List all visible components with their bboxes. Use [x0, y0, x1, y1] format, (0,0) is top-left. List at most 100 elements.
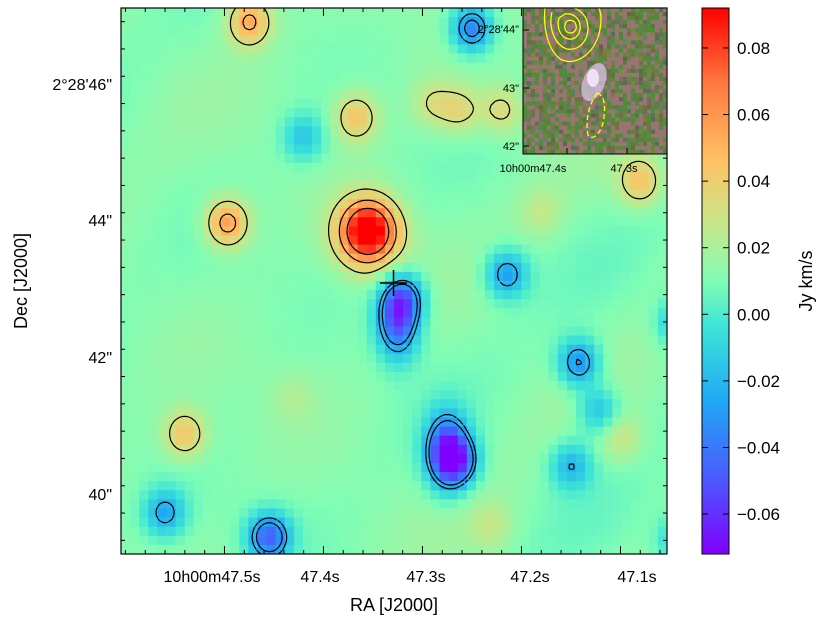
heatmap-cell: [166, 271, 177, 282]
heatmap-cell: [339, 472, 350, 482]
heatmap-cell: [384, 290, 395, 300]
inset-pixel: [651, 76, 656, 82]
inset-pixel: [619, 28, 624, 33]
heatmap-cell: [130, 71, 140, 82]
heatmap-cell: [384, 44, 395, 55]
inset-pixel: [619, 44, 624, 50]
inset-pixel: [587, 129, 592, 135]
inset-pixel: [655, 121, 660, 127]
heatmap-cell: [439, 108, 450, 118]
heatmap-cell: [639, 180, 650, 191]
heatmap-cell: [239, 517, 249, 528]
inset-pixel: [659, 125, 664, 131]
inset-pixel: [523, 40, 528, 45]
inset-pixel: [587, 40, 592, 45]
heatmap-cell: [639, 463, 650, 473]
heatmap-cell: [139, 180, 149, 191]
inset-pixel: [607, 28, 612, 33]
heatmap-cell: [184, 453, 195, 464]
inset-pixel: [563, 141, 568, 147]
heatmap-cell: [466, 281, 477, 291]
heatmap-cell: [121, 80, 131, 91]
inset-pixel: [647, 28, 652, 33]
heatmap-cell: [557, 253, 568, 264]
heatmap-cell: [139, 126, 149, 136]
inset-pixel: [543, 109, 548, 114]
heatmap-cell: [275, 317, 286, 328]
heatmap-cell: [421, 71, 431, 82]
inset-pixel: [619, 105, 624, 110]
heatmap-cell: [503, 17, 513, 27]
heatmap-cell: [457, 80, 468, 91]
heatmap-cell: [157, 62, 168, 73]
heatmap-cell: [603, 262, 613, 273]
heatmap-cell: [548, 253, 559, 264]
heatmap-cell: [239, 99, 249, 109]
heatmap-cell: [421, 262, 431, 273]
heatmap-cell: [266, 17, 277, 27]
inset-pixel: [631, 93, 636, 98]
inset-pixel: [663, 24, 667, 29]
heatmap-cell: [503, 544, 513, 554]
heatmap-cell: [494, 381, 504, 391]
heatmap-cell: [293, 99, 304, 109]
heatmap-cell: [321, 372, 331, 382]
heatmap-cell: [166, 226, 177, 237]
heatmap-cell: [321, 44, 331, 55]
heatmap-cell: [321, 108, 331, 118]
heatmap-cell: [494, 481, 504, 491]
heatmap-cell: [148, 426, 158, 437]
heatmap-cell: [275, 199, 286, 209]
inset-pixel: [643, 85, 648, 90]
inset-pixel: [599, 56, 604, 62]
inset-pixel: [647, 12, 652, 17]
heatmap-cell: [539, 335, 550, 346]
inset-pixel: [647, 81, 652, 86]
heatmap-cell: [284, 262, 295, 273]
heatmap-cell: [557, 390, 568, 400]
heatmap-cell: [357, 463, 368, 473]
heatmap-cell: [166, 244, 177, 255]
heatmap-cell: [539, 208, 550, 218]
inset-pixel: [655, 32, 660, 37]
inset-pixel: [547, 145, 552, 151]
heatmap-cell: [594, 171, 604, 182]
heatmap-cell: [330, 44, 340, 55]
heatmap-cell: [457, 62, 468, 73]
heatmap-cell: [339, 335, 350, 346]
heatmap-cell: [612, 244, 623, 255]
heatmap-cell: [312, 362, 322, 373]
heatmap-cell: [193, 353, 204, 364]
heatmap-cell: [585, 472, 595, 482]
heatmap-cell: [530, 299, 541, 309]
heatmap-cell: [639, 426, 650, 437]
heatmap-cell: [530, 426, 541, 437]
heatmap-cell: [166, 308, 177, 318]
heatmap-cell: [275, 226, 286, 237]
heatmap-cell: [475, 453, 486, 464]
inset-pixel: [563, 60, 568, 66]
heatmap-cell: [585, 344, 595, 355]
heatmap-cell: [494, 290, 504, 300]
heatmap-cell: [157, 253, 168, 264]
inset-pixel: [591, 137, 596, 143]
inset-pixel: [567, 20, 572, 25]
heatmap-cell: [157, 44, 168, 55]
heatmap-cell: [284, 517, 295, 528]
heatmap-cell: [412, 44, 422, 55]
heatmap-cell: [312, 8, 322, 18]
heatmap-cell: [312, 217, 322, 227]
inset-pixel: [567, 52, 572, 58]
heatmap-cell: [348, 171, 359, 182]
heatmap-cell: [348, 399, 359, 409]
heatmap-cell: [130, 544, 140, 554]
inset-pixel: [647, 8, 652, 13]
heatmap-cell: [539, 226, 550, 237]
heatmap-cell: [539, 199, 550, 209]
inset-pixel: [539, 44, 544, 50]
inset-pixel: [555, 133, 560, 139]
heatmap-cell: [202, 108, 213, 118]
heatmap-cell: [412, 235, 422, 246]
inset-pixel: [619, 76, 624, 82]
heatmap-cell: [421, 381, 431, 391]
